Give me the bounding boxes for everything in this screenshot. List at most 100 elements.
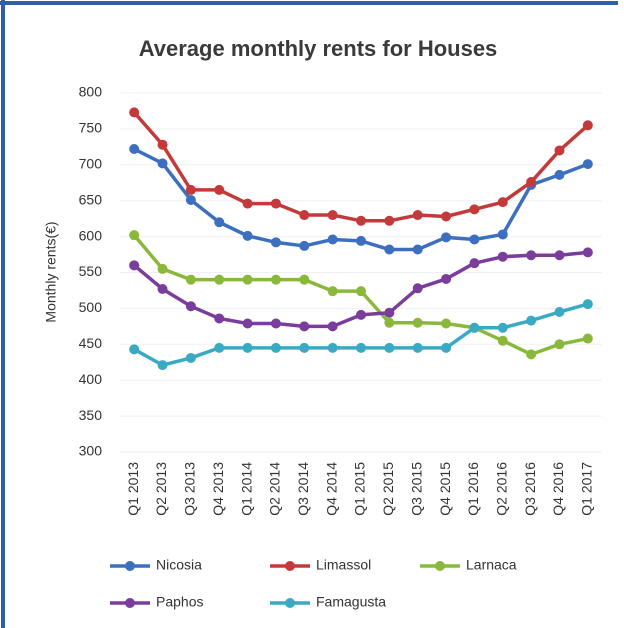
point: [469, 204, 480, 215]
point: [299, 321, 310, 332]
point: [185, 274, 196, 285]
x-tick-label: Q1 2017: [579, 462, 595, 516]
point: [384, 244, 395, 255]
legend-label: Paphos: [156, 594, 203, 610]
point: [299, 210, 310, 221]
point: [157, 139, 168, 150]
point: [497, 229, 508, 240]
point: [384, 342, 395, 353]
point: [327, 210, 338, 221]
y-tick-label: 500: [79, 299, 103, 315]
point: [441, 232, 452, 243]
point: [214, 184, 225, 195]
point: [270, 274, 281, 285]
point: [526, 250, 537, 261]
x-tick-label: Q2 2013: [153, 462, 169, 516]
point: [412, 317, 423, 328]
point: [299, 240, 310, 251]
point: [356, 309, 366, 320]
legend-label: Larnaca: [466, 557, 517, 573]
point: [327, 286, 338, 297]
point: [469, 258, 480, 269]
point: [441, 211, 452, 222]
legend-marker: [285, 561, 295, 571]
point: [185, 352, 196, 363]
point: [526, 349, 537, 360]
point: [356, 286, 366, 297]
point: [582, 299, 593, 310]
point: [242, 318, 253, 329]
point: [214, 342, 225, 353]
point: [412, 342, 423, 353]
point: [412, 210, 423, 221]
point: [384, 215, 395, 226]
point: [356, 342, 366, 353]
point: [299, 342, 310, 353]
y-axis-label: Monthly rents(€): [43, 221, 59, 322]
y-tick-label: 300: [79, 443, 103, 459]
x-tick-label: Q4 2014: [323, 462, 339, 516]
point: [214, 274, 225, 285]
point: [356, 235, 366, 246]
point: [497, 197, 508, 208]
point: [327, 234, 338, 245]
x-tick-label: Q3 2013: [182, 462, 198, 516]
legend-label: Nicosia: [156, 557, 202, 573]
point: [129, 230, 140, 241]
point: [497, 251, 508, 262]
point: [242, 342, 253, 353]
y-tick-label: 400: [79, 371, 103, 387]
x-tick-label: Q1 2015: [352, 462, 368, 516]
point: [384, 317, 395, 328]
point: [554, 339, 565, 350]
point: [242, 198, 253, 209]
y-tick-label: 450: [79, 335, 103, 351]
x-tick-label: Q3 2015: [408, 462, 424, 516]
point: [554, 306, 565, 317]
point: [526, 315, 537, 326]
x-tick-label: Q3 2014: [295, 462, 311, 516]
x-tick-label: Q1 2014: [238, 462, 254, 516]
x-tick-label: Q1 2013: [125, 462, 141, 516]
point: [554, 145, 565, 156]
legend-label: Famagusta: [316, 594, 386, 610]
point: [497, 322, 508, 333]
legend-marker: [285, 598, 295, 608]
point: [129, 344, 140, 355]
point: [185, 184, 196, 195]
chart-title: Average monthly rents for Houses: [139, 36, 498, 61]
point: [356, 215, 366, 226]
point: [384, 307, 395, 318]
y-tick-label: 650: [79, 191, 103, 207]
point: [185, 301, 196, 312]
point: [214, 217, 225, 228]
point: [441, 318, 452, 329]
point: [129, 260, 140, 271]
point: [270, 198, 281, 209]
point: [242, 274, 253, 285]
legend-marker: [125, 561, 135, 571]
point: [441, 342, 452, 353]
point: [185, 194, 196, 205]
x-tick-label: Q4 2015: [437, 462, 453, 516]
point: [214, 313, 225, 324]
point: [157, 263, 168, 274]
y-tick-label: 600: [79, 227, 103, 243]
point: [327, 321, 338, 332]
point: [270, 237, 281, 248]
x-tick-label: Q4 2013: [210, 462, 226, 516]
point: [412, 244, 423, 255]
point: [582, 333, 593, 344]
point: [327, 342, 338, 353]
point: [242, 230, 253, 241]
x-tick-label: Q3 2016: [522, 462, 538, 516]
point: [299, 274, 310, 285]
legend-marker: [435, 561, 445, 571]
point: [157, 158, 168, 169]
x-tick-label: Q1 2016: [465, 462, 481, 516]
point: [157, 360, 168, 371]
point: [157, 284, 168, 295]
x-tick-label: Q2 2015: [380, 462, 396, 516]
point: [469, 234, 480, 245]
